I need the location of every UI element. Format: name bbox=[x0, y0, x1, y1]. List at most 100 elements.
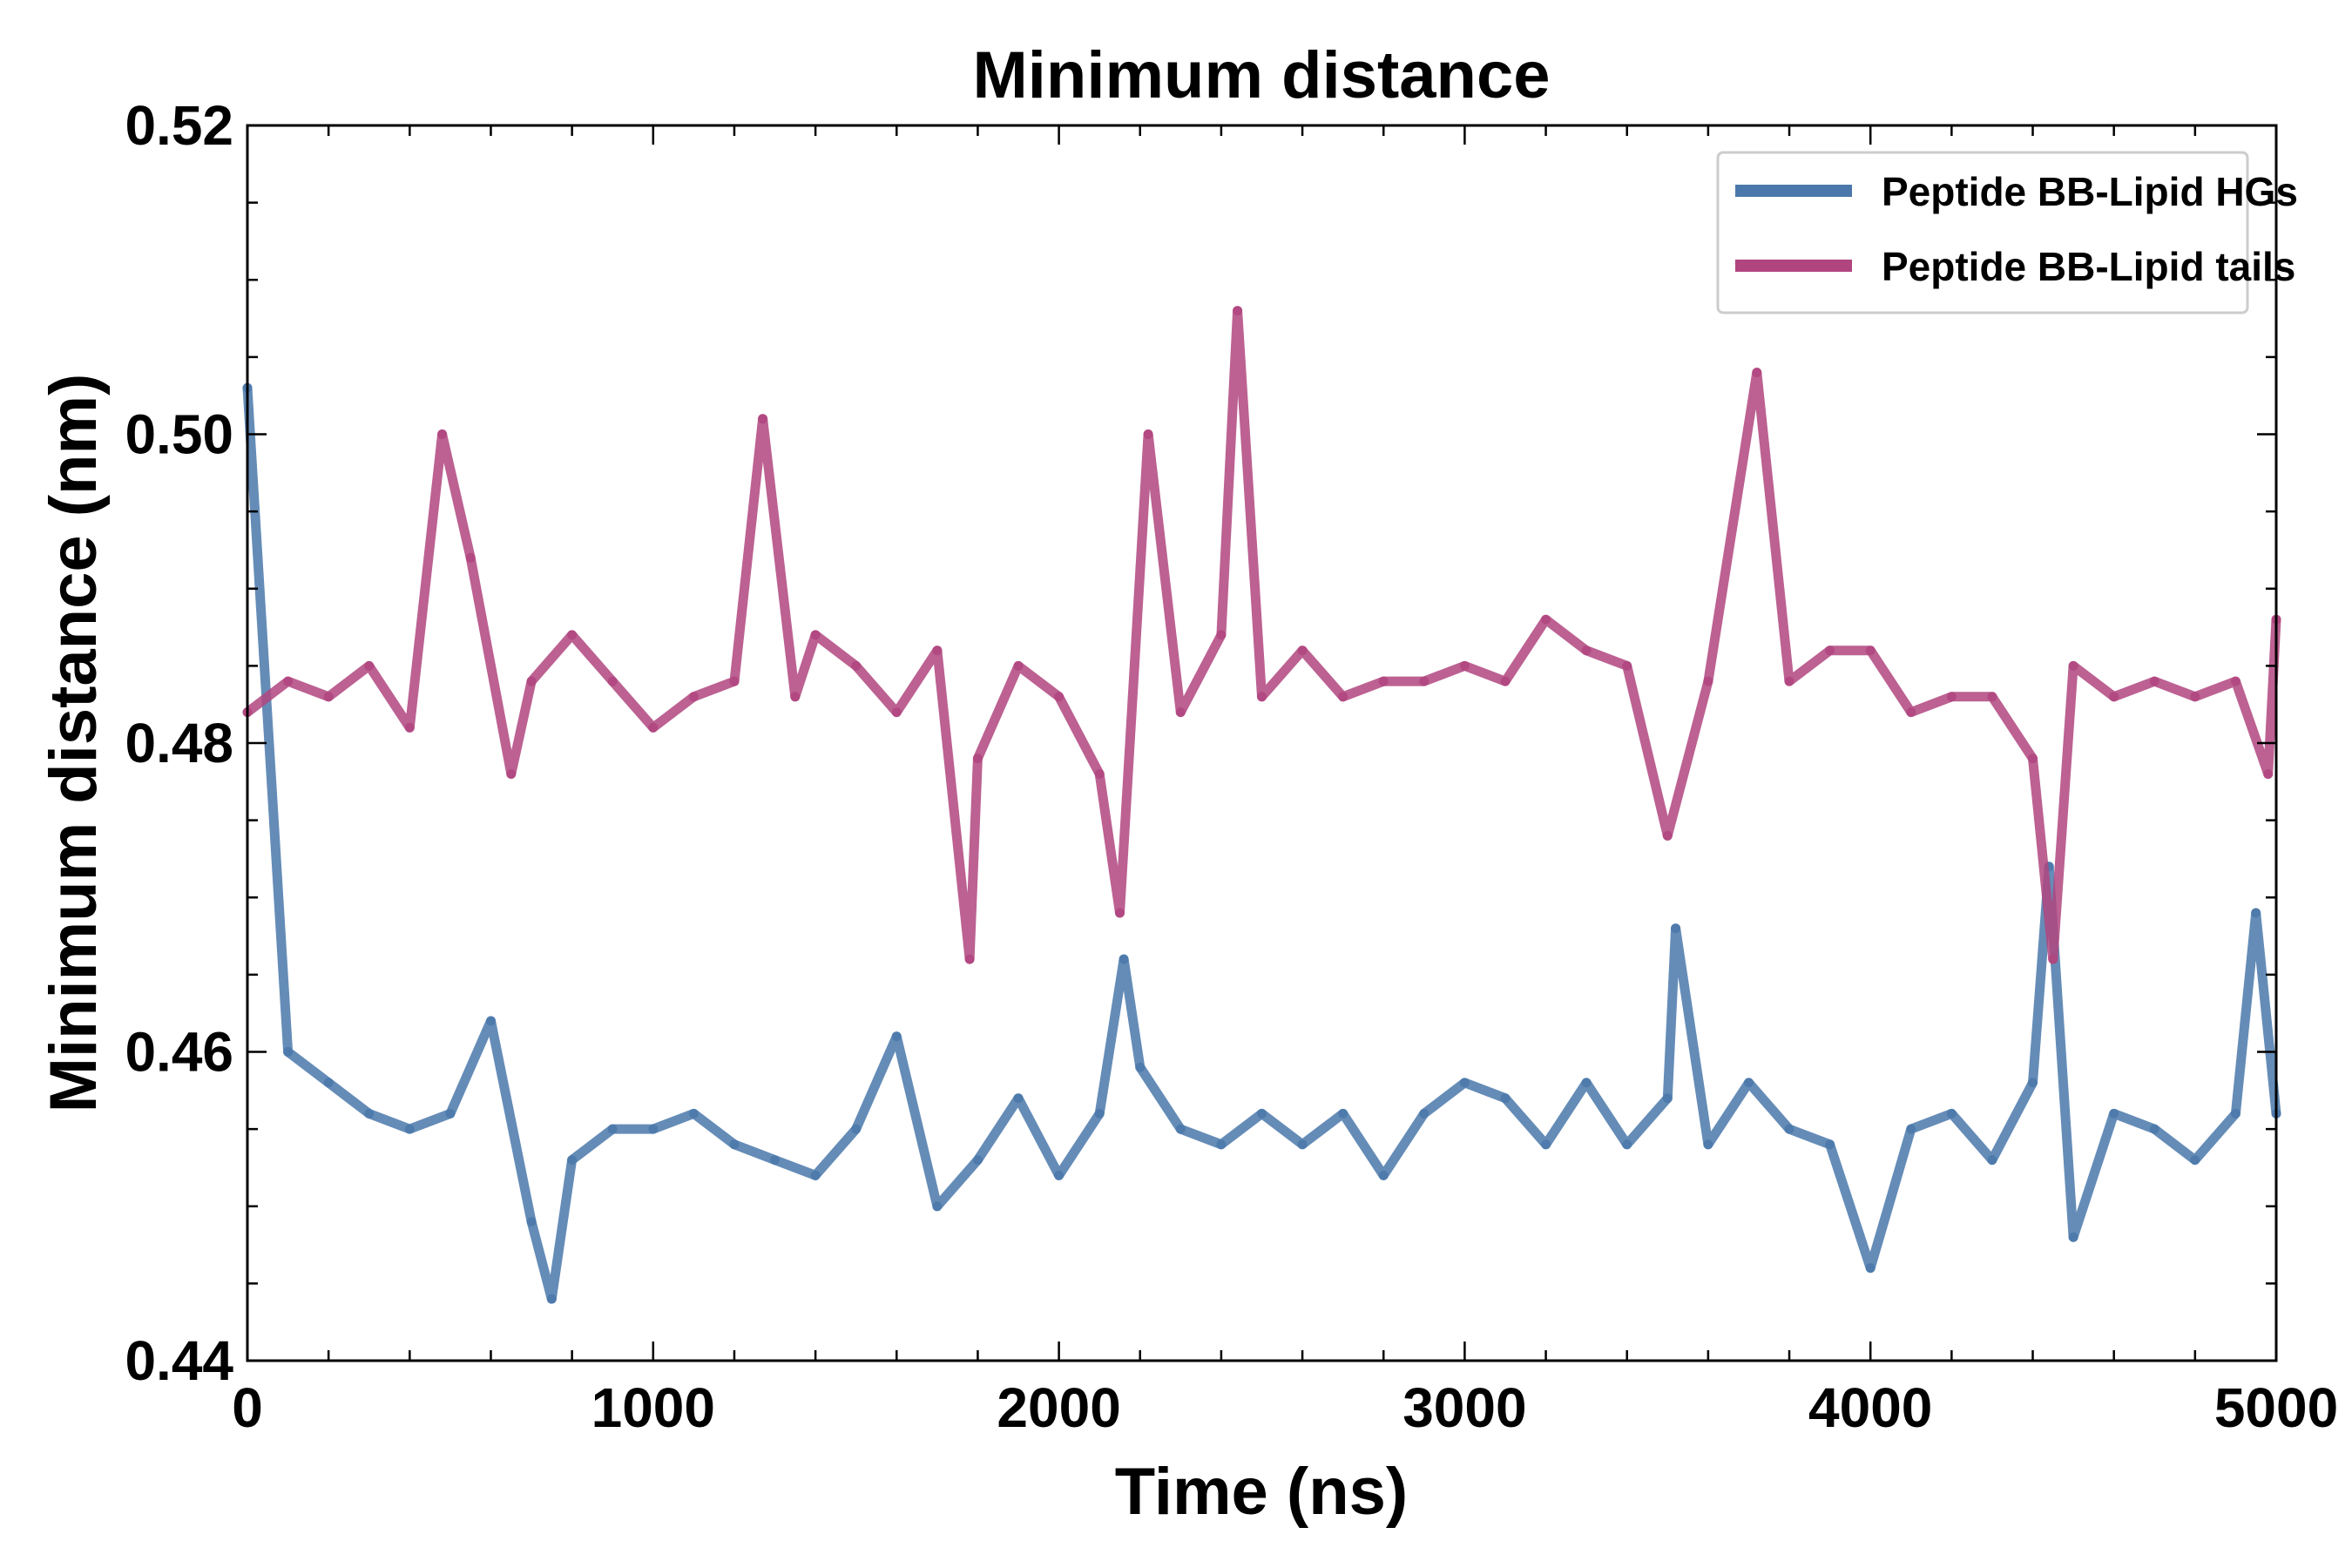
data-point-0-23 bbox=[1119, 954, 1129, 964]
data-point-1-31 bbox=[1297, 645, 1308, 656]
data-point-1-49 bbox=[2028, 754, 2038, 764]
data-point-0-45 bbox=[1946, 1108, 1957, 1119]
x-axis-label: Time (ns) bbox=[1115, 1455, 1408, 1529]
x-tick-label: 1000 bbox=[591, 1376, 715, 1439]
data-point-1-13 bbox=[729, 676, 740, 686]
data-point-1-34 bbox=[1419, 676, 1429, 686]
data-point-1-22 bbox=[1013, 660, 1024, 671]
data-point-0-17 bbox=[891, 1031, 902, 1042]
y-tick-label: 0.48 bbox=[125, 712, 233, 774]
data-point-0-25 bbox=[1175, 1124, 1186, 1134]
data-point-1-27 bbox=[1175, 707, 1186, 718]
data-point-1-8 bbox=[526, 676, 537, 686]
data-point-0-37 bbox=[1662, 1093, 1673, 1104]
data-point-0-41 bbox=[1784, 1124, 1794, 1134]
data-point-1-56 bbox=[2263, 769, 2274, 779]
data-point-0-27 bbox=[1257, 1108, 1267, 1119]
data-point-0-29 bbox=[1338, 1108, 1348, 1119]
data-point-1-32 bbox=[1338, 692, 1348, 702]
data-point-0-39 bbox=[1703, 1139, 1713, 1150]
legend-label-tails: Peptide BB-Lipid tails bbox=[1882, 244, 2295, 289]
data-point-0-28 bbox=[1297, 1139, 1308, 1150]
data-point-1-14 bbox=[758, 414, 768, 424]
data-point-0-36 bbox=[1622, 1139, 1632, 1150]
data-point-0-32 bbox=[1459, 1078, 1470, 1088]
series-layer bbox=[242, 306, 2281, 1304]
x-tick-label: 4000 bbox=[1808, 1376, 1932, 1439]
data-point-1-30 bbox=[1257, 692, 1267, 702]
data-point-0-52 bbox=[2190, 1155, 2200, 1166]
data-point-1-1 bbox=[283, 676, 294, 686]
data-point-1-18 bbox=[891, 707, 902, 718]
x-tick-label: 3000 bbox=[1402, 1376, 1526, 1439]
data-point-0-42 bbox=[1825, 1139, 1835, 1150]
data-point-0-19 bbox=[972, 1155, 983, 1166]
data-point-0-18 bbox=[932, 1201, 943, 1212]
data-point-0-34 bbox=[1541, 1139, 1551, 1150]
data-point-1-24 bbox=[1094, 769, 1105, 779]
data-point-1-15 bbox=[790, 692, 801, 702]
data-point-0-6 bbox=[486, 1016, 496, 1026]
data-point-1-6 bbox=[465, 552, 476, 563]
y-tick-label: 0.46 bbox=[125, 1021, 233, 1084]
legend: Peptide BB-Lipid HGs Peptide BB-Lipid ta… bbox=[1716, 151, 2298, 314]
data-point-1-16 bbox=[810, 630, 821, 640]
data-point-1-35 bbox=[1459, 660, 1470, 671]
data-point-0-11 bbox=[648, 1124, 659, 1134]
data-point-0-16 bbox=[851, 1124, 862, 1134]
x-tick-label: 2000 bbox=[997, 1376, 1120, 1439]
data-point-0-47 bbox=[2028, 1078, 2038, 1088]
data-point-1-53 bbox=[2149, 676, 2159, 686]
data-point-1-21 bbox=[972, 754, 983, 764]
data-point-0-46 bbox=[1987, 1155, 1997, 1166]
data-point-0-43 bbox=[1865, 1263, 1876, 1274]
data-point-1-12 bbox=[688, 692, 699, 702]
data-point-0-9 bbox=[567, 1155, 578, 1166]
data-point-0-24 bbox=[1135, 1062, 1146, 1072]
data-point-1-39 bbox=[1622, 660, 1632, 671]
data-point-0-44 bbox=[1906, 1124, 1916, 1134]
data-point-0-38 bbox=[1671, 923, 1681, 934]
data-point-0-12 bbox=[688, 1108, 699, 1119]
data-point-0-4 bbox=[404, 1124, 415, 1134]
data-point-0-49 bbox=[2068, 1232, 2078, 1242]
data-point-1-42 bbox=[1752, 368, 1762, 378]
data-point-0-51 bbox=[2149, 1124, 2159, 1134]
data-point-0-3 bbox=[364, 1108, 375, 1119]
data-point-0-40 bbox=[1744, 1078, 1754, 1088]
y-tick-label: 0.44 bbox=[125, 1329, 233, 1392]
data-point-1-5 bbox=[437, 429, 448, 439]
data-point-1-3 bbox=[364, 660, 375, 671]
data-point-1-2 bbox=[323, 692, 334, 702]
data-point-0-13 bbox=[729, 1139, 740, 1150]
data-point-0-7 bbox=[526, 1217, 537, 1227]
data-point-1-17 bbox=[851, 660, 862, 671]
data-point-1-29 bbox=[1233, 306, 1243, 316]
x-tick-label: 5000 bbox=[2214, 1376, 2338, 1439]
data-point-1-43 bbox=[1784, 676, 1794, 686]
chart-title: Minimum distance bbox=[973, 38, 1551, 112]
data-point-0-26 bbox=[1216, 1139, 1227, 1150]
y-tick-label: 0.52 bbox=[125, 94, 233, 157]
data-point-0-15 bbox=[810, 1170, 821, 1180]
data-point-1-33 bbox=[1378, 676, 1389, 686]
data-point-1-48 bbox=[1987, 692, 1997, 702]
y-tick-label: 0.50 bbox=[125, 403, 233, 466]
y-axis-label: Minimum distance (nm) bbox=[37, 374, 111, 1113]
data-point-0-30 bbox=[1378, 1170, 1389, 1180]
data-point-1-11 bbox=[648, 722, 659, 733]
data-point-0-8 bbox=[546, 1294, 557, 1304]
data-point-1-51 bbox=[2068, 660, 2078, 671]
data-point-0-14 bbox=[770, 1155, 780, 1166]
data-point-1-44 bbox=[1825, 645, 1835, 656]
data-point-0-2 bbox=[323, 1078, 334, 1088]
data-point-1-19 bbox=[932, 645, 943, 656]
data-point-1-40 bbox=[1662, 830, 1673, 841]
data-point-1-41 bbox=[1703, 676, 1713, 686]
data-point-1-26 bbox=[1143, 429, 1153, 439]
data-point-1-4 bbox=[404, 722, 415, 733]
data-point-1-25 bbox=[1115, 908, 1125, 918]
x-tick-label: 0 bbox=[232, 1376, 263, 1439]
data-point-0-33 bbox=[1500, 1093, 1511, 1104]
